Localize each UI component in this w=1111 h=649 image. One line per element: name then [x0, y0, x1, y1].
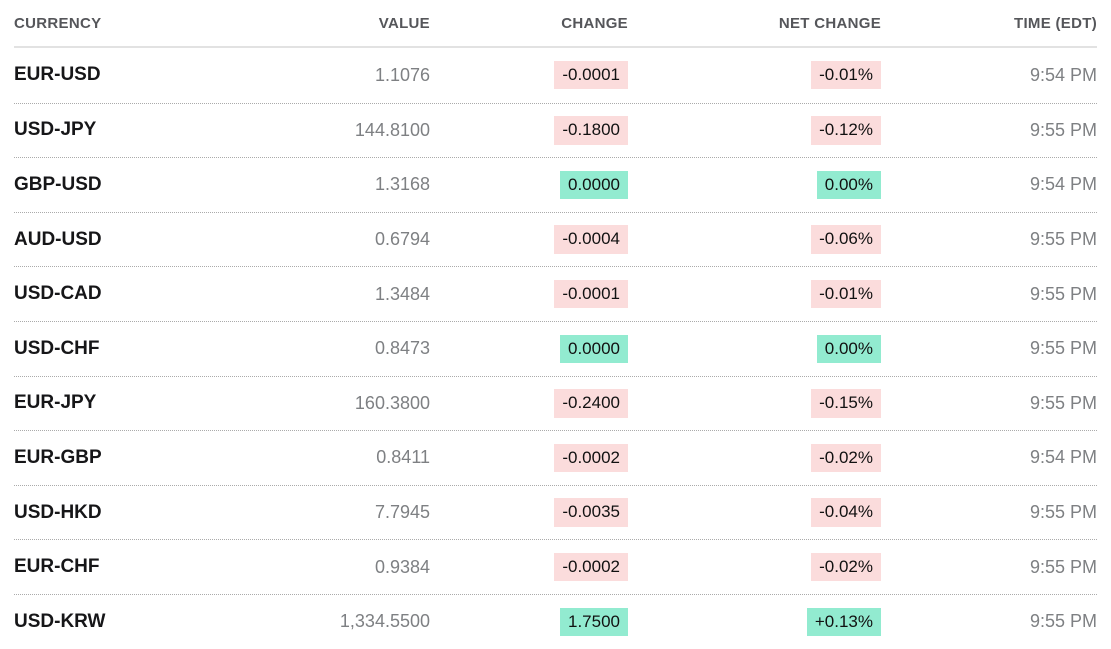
value-cell: 160.3800	[354, 392, 430, 413]
net-change-badge: -0.04%	[811, 498, 881, 527]
table-header-row: CURRENCY VALUE CHANGE NET CHANGE TIME (E…	[14, 0, 1097, 48]
currency-pair-link[interactable]: USD-HKD	[14, 501, 102, 523]
change-badge: -0.1800	[554, 116, 628, 145]
change-badge: 0.0000	[560, 334, 628, 363]
currency-pair-link[interactable]: EUR-GBP	[14, 446, 102, 468]
table-row: EUR-GBP 0.8411 -0.0002 -0.02% 9:54 PM	[14, 430, 1097, 485]
change-badge: -0.0001	[554, 61, 628, 90]
value-cell: 1.3168	[374, 174, 430, 195]
table-row: EUR-CHF 0.9384 -0.0002 -0.02% 9:55 PM	[14, 539, 1097, 594]
currency-pair-link[interactable]: EUR-USD	[14, 64, 101, 86]
value-cell: 144.8100	[354, 119, 430, 140]
table-row: USD-CHF 0.8473 0.0000 0.00% 9:55 PM	[14, 320, 1097, 376]
time-cell: 9:55 PM	[1029, 229, 1097, 250]
change-badge: -0.0002	[554, 552, 628, 582]
value-cell: 7.7945	[374, 502, 430, 523]
net-change-badge: -0.15%	[811, 389, 881, 418]
net-change-badge: -0.06%	[811, 225, 881, 254]
change-badge: -0.0002	[554, 443, 628, 473]
table-row: USD-JPY 144.8100 -0.1800 -0.12% 9:55 PM	[14, 102, 1097, 158]
table-body: EUR-USD 1.1076 -0.0001 -0.01% 9:54 PM US…	[14, 48, 1097, 649]
table-row: USD-HKD 7.7945 -0.0035 -0.04% 9:55 PM	[14, 484, 1097, 540]
value-cell: 0.9384	[374, 556, 430, 577]
net-change-badge: 0.00%	[816, 334, 881, 363]
value-cell: 1,334.5500	[339, 611, 430, 632]
currency-pair-link[interactable]: EUR-JPY	[14, 392, 97, 414]
net-change-badge: -0.01%	[811, 61, 881, 90]
time-cell: 9:54 PM	[1029, 447, 1097, 468]
time-cell: 9:55 PM	[1029, 611, 1097, 632]
column-header-time: TIME (EDT)	[1014, 14, 1097, 32]
change-badge: -0.0001	[554, 279, 628, 309]
net-change-badge: -0.02%	[811, 443, 881, 473]
time-cell: 9:55 PM	[1029, 502, 1097, 523]
value-cell: 0.8411	[376, 447, 430, 468]
currency-pair-link[interactable]: USD-CHF	[14, 337, 100, 359]
table-row: AUD-USD 0.6794 -0.0004 -0.06% 9:55 PM	[14, 211, 1097, 267]
value-cell: 1.3484	[374, 283, 430, 304]
table-row: EUR-USD 1.1076 -0.0001 -0.01% 9:54 PM	[14, 48, 1097, 103]
column-header-net-change: NET CHANGE	[778, 14, 881, 32]
time-cell: 9:55 PM	[1029, 392, 1097, 413]
time-cell: 9:54 PM	[1029, 64, 1097, 85]
net-change-badge: -0.01%	[811, 279, 881, 309]
table-row: USD-CAD 1.3484 -0.0001 -0.01% 9:55 PM	[14, 266, 1097, 321]
time-cell: 9:54 PM	[1029, 174, 1097, 195]
table-row: USD-KRW 1,334.5500 1.7500 +0.13% 9:55 PM	[14, 593, 1097, 649]
currency-pair-link[interactable]: USD-CAD	[14, 283, 102, 305]
currency-pair-link[interactable]: USD-JPY	[14, 119, 97, 141]
time-cell: 9:55 PM	[1029, 283, 1097, 304]
change-badge: -0.0035	[554, 498, 628, 527]
column-header-value: VALUE	[378, 14, 430, 32]
net-change-badge: -0.02%	[811, 552, 881, 582]
table-row: EUR-JPY 160.3800 -0.2400 -0.15% 9:55 PM	[14, 375, 1097, 431]
currency-pair-link[interactable]: GBP-USD	[14, 173, 102, 195]
time-cell: 9:55 PM	[1029, 338, 1097, 359]
value-cell: 1.1076	[374, 64, 430, 85]
change-badge: 1.7500	[560, 607, 628, 636]
net-change-badge: +0.13%	[806, 607, 881, 636]
currency-pair-link[interactable]: EUR-CHF	[14, 556, 100, 578]
value-cell: 0.6794	[374, 229, 430, 250]
table-row: GBP-USD 1.3168 0.0000 0.00% 9:54 PM	[14, 157, 1097, 212]
time-cell: 9:55 PM	[1029, 119, 1097, 140]
change-badge: -0.0004	[554, 225, 628, 254]
time-cell: 9:55 PM	[1029, 556, 1097, 577]
net-change-badge: -0.12%	[811, 116, 881, 145]
change-badge: 0.0000	[560, 170, 628, 200]
net-change-badge: 0.00%	[816, 170, 881, 200]
column-header-currency: CURRENCY	[14, 14, 102, 32]
value-cell: 0.8473	[374, 338, 430, 359]
currency-pair-link[interactable]: USD-KRW	[14, 610, 106, 632]
column-header-change: CHANGE	[561, 14, 628, 32]
currency-pair-link[interactable]: AUD-USD	[14, 228, 102, 250]
change-badge: -0.2400	[554, 389, 628, 418]
